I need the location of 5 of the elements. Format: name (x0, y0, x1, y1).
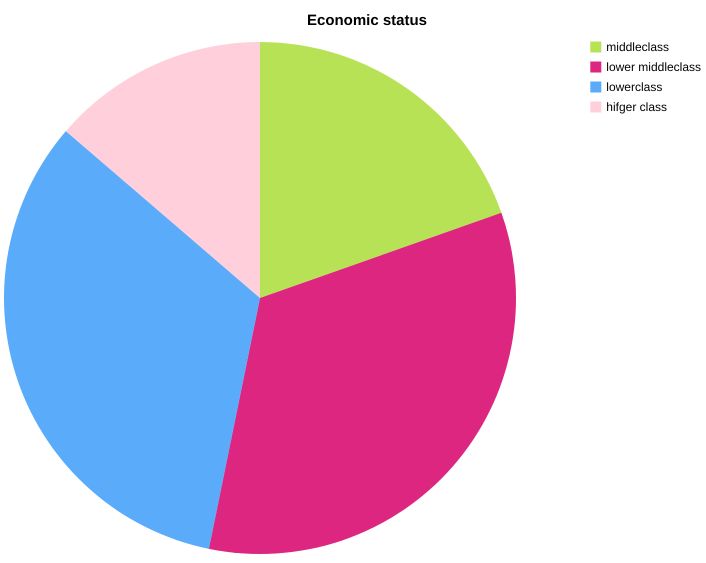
legend-label: hifger class (606, 100, 668, 114)
chart-title: Economic status (306, 12, 428, 29)
legend-label: lower middleclass (606, 60, 702, 74)
legend-label: lowerclass (606, 80, 662, 94)
legend-label: middleclass (606, 40, 670, 54)
